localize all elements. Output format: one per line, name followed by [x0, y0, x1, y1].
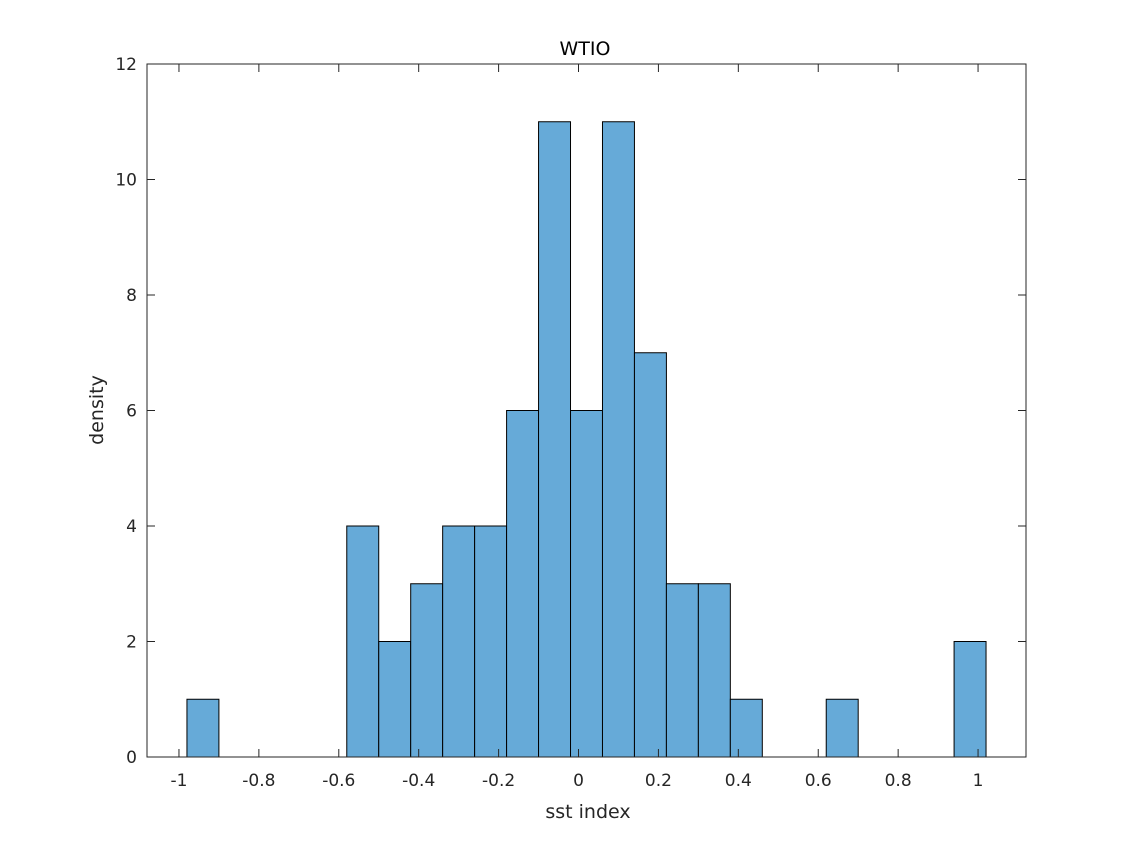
histogram-bar-9 — [474, 525, 508, 758]
x-tick-label-1: -0.8 — [242, 771, 275, 791]
histogram-bar-7 — [410, 583, 444, 758]
x-tick-label-8: 0.6 — [805, 771, 832, 791]
y-tick-label-1: 2 — [126, 633, 137, 653]
histogram-bar-10 — [506, 410, 540, 758]
histogram-bar-13 — [601, 121, 635, 758]
y-axis-label: density — [86, 375, 108, 445]
histogram-bar-0 — [186, 698, 220, 758]
histogram-bar-15 — [665, 583, 699, 758]
x-tick-label-2: -0.6 — [322, 771, 355, 791]
y-tick-label-6: 12 — [115, 55, 137, 75]
histogram-bar-24 — [953, 641, 987, 758]
y-tick-label-4: 8 — [126, 286, 137, 306]
histogram-bar-5 — [346, 525, 380, 758]
y-tick-label-2: 4 — [126, 517, 137, 537]
x-tick-label-3: -0.4 — [402, 771, 435, 791]
x-tick-label-6: 0.2 — [645, 771, 672, 791]
histogram-bar-14 — [633, 352, 667, 758]
x-tick-label-9: 0.8 — [885, 771, 912, 791]
x-axis-label: sst index — [545, 801, 630, 823]
x-tick-label-10: 1 — [973, 771, 984, 791]
histogram-bar-11 — [538, 121, 572, 758]
histogram-bar-12 — [570, 410, 603, 758]
histogram-bar-16 — [697, 583, 731, 758]
y-tick-label-3: 6 — [126, 402, 137, 422]
x-tick-label-5: 0 — [573, 771, 584, 791]
y-tick-label-5: 10 — [115, 171, 137, 191]
x-tick-label-7: 0.4 — [725, 771, 752, 791]
x-tick-label-4: -0.2 — [482, 771, 515, 791]
histogram-bar-17 — [729, 698, 763, 758]
histogram-bar-6 — [378, 641, 412, 758]
y-tick-label-0: 0 — [126, 748, 137, 768]
bars-layer — [186, 121, 987, 758]
histogram-bar-20 — [825, 698, 859, 758]
histogram-bar-8 — [442, 525, 476, 758]
ticks-layer: -1 -0.8 -0.6 -0.4 -0.2 0 0.2 0.4 0.6 0.8 102468101… — [115, 55, 1026, 791]
chart-title: WTIO — [560, 38, 611, 60]
x-tick-label-0: -1 — [170, 771, 187, 791]
